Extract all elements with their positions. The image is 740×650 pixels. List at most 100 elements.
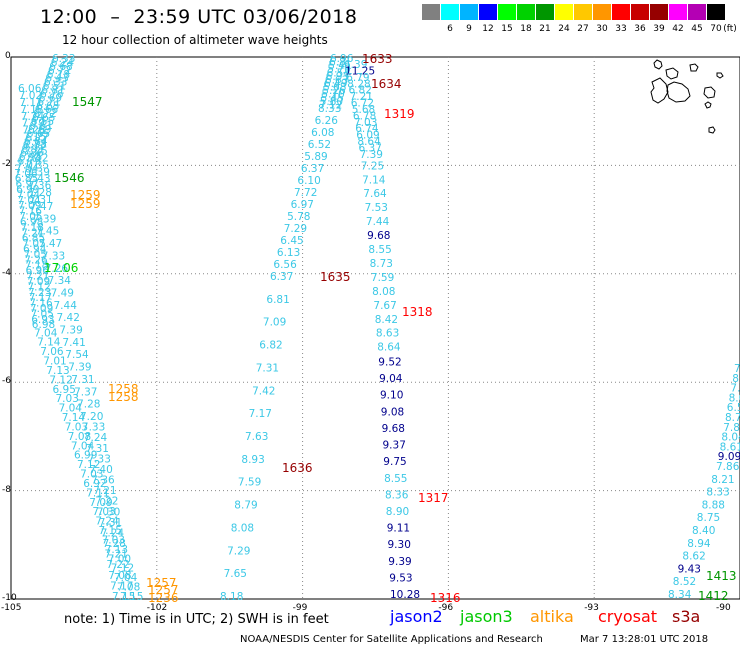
wave-height-value: 7.05 [22,238,45,250]
legend-swatch [688,4,706,20]
wave-height-value: 7.01 [16,159,39,171]
wave-height-value: 9.43 [678,563,701,575]
wave-height-value: 7.22 [95,496,118,508]
wave-height-value: 8.36 [385,489,409,501]
wave-height-value: 8.55 [368,244,391,256]
wave-height-value: 6.81 [266,294,289,306]
wave-height-value: 6.96 [330,53,354,65]
wave-height-value: 7.01 [43,356,66,368]
legend-label: 30 [596,24,608,34]
wave-height-value: 8.62 [682,551,705,563]
wave-height-value: 6.76 [40,89,64,101]
wave-height-value: 7.22 [106,559,129,571]
wave-height-value: 7.18 [21,222,44,234]
wave-height-value: 8.18 [220,591,243,603]
wave-height-value: 9.68 [382,423,405,435]
longitude-label: -105 [1,603,22,613]
latitude-label: 0 [5,51,11,61]
wave-height-value: 6.93 [31,314,54,326]
wave-height-value: 7.47 [39,238,62,250]
pass-time-label: 1259 [70,197,101,211]
wave-height-value: 6.95 [19,152,42,164]
wave-height-value: 7.59 [238,477,261,489]
wave-height-value: 7.28 [77,399,100,411]
wave-height-value: 7.03 [102,535,125,547]
longitude-label: -99 [292,603,308,613]
wave-height-value: 6.79 [18,156,41,168]
wave-height-value: 9.37 [383,440,406,452]
wave-height-value: 7.28 [22,125,45,137]
wave-height-value: 9.30 [388,539,411,551]
wave-height-value: 7.36 [28,180,52,192]
wave-height-value: 7.12 [111,563,134,575]
wave-height-value: 8.94 [687,538,711,550]
wave-height-value: 8.33 [706,487,729,499]
longitude-label: -96 [438,603,454,613]
wave-height-value: 7.25 [361,160,384,172]
legend-swatch [517,4,535,20]
wave-height-value: 7.17 [249,408,272,420]
wave-height-value: 6.37 [301,163,324,175]
wave-height-value: 7.42 [252,385,275,397]
wave-height-value: 7.04 [17,195,41,207]
wave-height-value: 7.03 [92,506,115,518]
wave-height-value: 5.45 [321,92,344,104]
legend-label: 39 [653,24,665,34]
wave-height-value: 8.34 [668,589,692,601]
wave-height-value: 8.90 [386,506,409,518]
wave-height-value: 7.39 [27,166,50,178]
wave-height-value: 7.39 [59,325,82,337]
wave-height-value: 6.82 [259,340,282,352]
pass-time-label: 1635 [320,270,351,284]
wave-height-value: 7.04 [71,440,95,452]
wave-height-value: 6.06 [18,83,42,95]
wave-height-value: 5.70 [327,64,350,76]
wave-height-value: 7.12 [49,374,72,386]
legend-label: 21 [539,24,551,34]
wave-height-value: 6.72 [351,98,374,110]
wave-height-value: 8.63 [376,328,399,340]
wave-height-value: 7.45 [36,226,59,238]
wave-height-value: 7.84 [723,422,740,434]
units-note: note: 1) Time is in UTC; 2) SWH is in fe… [64,612,329,627]
wave-height-value: 7.12 [77,459,100,471]
wave-height-value: 6.94 [23,244,47,256]
wave-height-value: 5.41 [328,60,351,72]
wave-height-value: 6.24 [51,57,75,69]
legend-swatch [631,4,649,20]
wave-height-value: 7.16 [19,206,43,218]
wave-height-value: 7.03 [354,117,377,129]
wave-height-value: 6.09 [356,130,379,142]
wave-height-value: 6.8 [329,57,346,69]
wave-height-value: 7.31 [71,374,94,386]
wave-height-value: 6.55 [31,116,54,128]
wave-height-value: 7.04 [17,189,41,201]
wave-height-value: 6.84 [24,136,48,148]
wave-height-value: 9.09 [718,451,740,463]
wave-height-value: 8.28 [347,78,370,90]
legend-swatch [460,4,478,20]
wave-height-value: 6.08 [311,127,334,139]
wave-height-value: 6.85 [22,233,45,245]
wave-height-value: 7.08 [117,582,140,594]
wave-height-value: 9.08 [381,406,404,418]
wave-height-value: 7.04 [34,327,58,339]
wave-height-value: 7.09 [263,317,286,329]
wave-height-value: 7.43 [27,173,50,185]
pass-time-label: 1259 [70,188,101,202]
wave-height-value: 8.55 [384,473,407,485]
pass-time-label: 1316 [430,591,461,605]
legend-swatch [612,4,630,20]
pass-time-label: 1413 [706,569,737,583]
wave-height-value: 5.89 [304,151,327,163]
wave-height-value: 6.37 [359,142,382,154]
wave-height-value: 6.98 [20,217,43,229]
wave-height-value: 7.59 [371,272,394,284]
wave-height-value: 6.93 [326,71,349,83]
wave-height-value: 6.69 [39,92,62,104]
wave-height-value: 7.28 [29,187,52,199]
wave-height-value: 8.79 [234,500,257,512]
pass-time-label: 1634 [371,77,402,91]
wave-height-value: 10.28 [390,589,420,601]
wave-height-value: 5.26 [322,85,346,97]
